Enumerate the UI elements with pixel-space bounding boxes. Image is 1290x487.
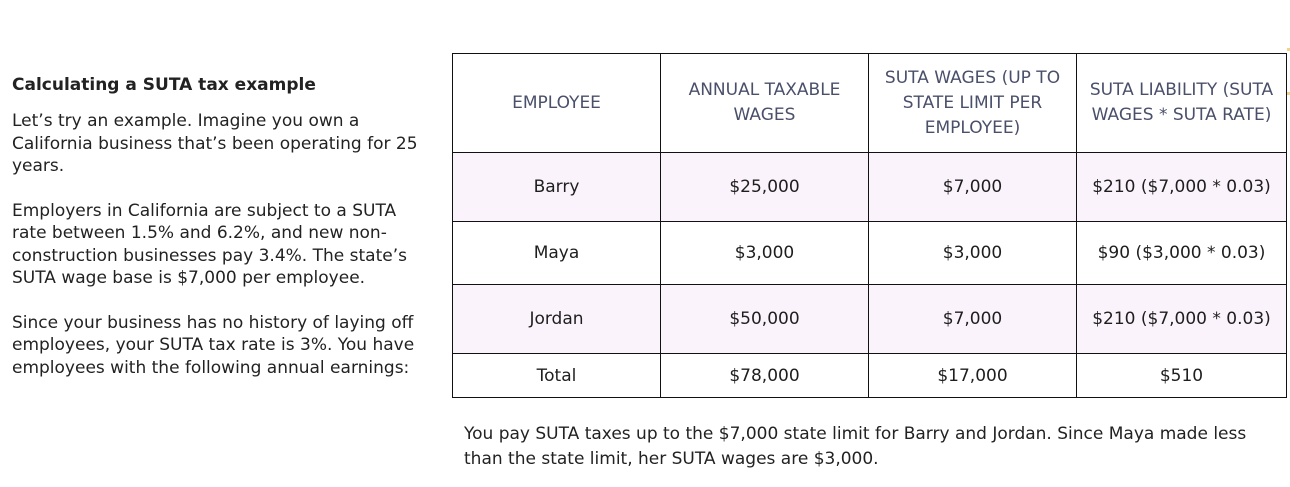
cell-employee: Jordan [452,284,661,354]
suta-table: EMPLOYEE ANNUAL TAXABLE WAGES SUTA WAGES… [452,53,1287,398]
cell-suta-liability: $210 ($7,000 * 0.03) [1076,152,1287,222]
cell-total-annual-wages: $78,000 [660,353,869,398]
cell-suta-wages: $7,000 [868,284,1077,354]
table-header-row: EMPLOYEE ANNUAL TAXABLE WAGES SUTA WAGES… [452,53,1287,153]
cell-total-suta-wages: $17,000 [868,353,1077,398]
header-employee: EMPLOYEE [452,53,661,153]
cell-total-label: Total [452,353,661,398]
cell-annual-wages: $3,000 [660,221,869,285]
rate-paragraph: Employers in California are subject to a… [12,200,407,289]
intro-panel: Calculating a SUTA tax example Let’s try… [12,74,432,401]
cell-employee: Barry [452,152,661,222]
header-suta-wages: SUTA WAGES (UP TO STATE LIMIT PER EMPLOY… [868,53,1077,153]
table-row: Barry $25,000 $7,000 $210 ($7,000 * 0.03… [452,152,1287,222]
section-heading: Calculating a SUTA tax example [12,75,316,95]
table-row: Jordan $50,000 $7,000 $210 ($7,000 * 0.0… [452,284,1287,354]
cell-suta-wages: $7,000 [868,152,1077,222]
cell-total-suta-liability: $510 [1076,353,1287,398]
cell-annual-wages: $50,000 [660,284,869,354]
header-suta-liability: SUTA LIABILITY (SUTA WAGES * SUTA RATE) [1076,53,1287,153]
header-annual-taxable-wages: ANNUAL TAXABLE WAGES [660,53,869,153]
cell-suta-liability: $210 ($7,000 * 0.03) [1076,284,1287,354]
decorative-dot [1287,92,1290,95]
intro-paragraph: Let’s try an example. Imagine you own a … [12,111,418,176]
table-total-row: Total $78,000 $17,000 $510 [452,353,1287,398]
earnings-paragraph: Since your business has no history of la… [12,312,415,378]
cell-annual-wages: $25,000 [660,152,869,222]
decorative-dot [1287,48,1290,51]
cell-employee: Maya [452,221,661,285]
cell-suta-liability: $90 ($3,000 * 0.03) [1076,221,1287,285]
table-footnote: You pay SUTA taxes up to the $7,000 stat… [464,424,1247,469]
table-row: Maya $3,000 $3,000 $90 ($3,000 * 0.03) [452,221,1287,285]
cell-suta-wages: $3,000 [868,221,1077,285]
